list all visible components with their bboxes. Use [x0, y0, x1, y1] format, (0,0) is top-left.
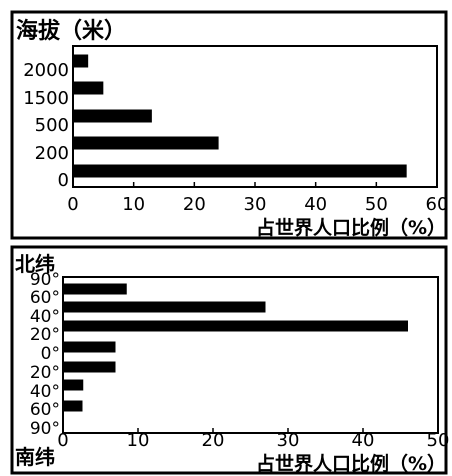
altitude-chart-title: 海拔（米）: [16, 18, 126, 44]
latitude-chart-title: 北纬: [15, 252, 55, 276]
altitude-chart-xlabel: 占世界人口比例（%）: [256, 216, 446, 239]
altitude-bar-500: [73, 109, 152, 123]
latitude-chart-xlabel: 占世界人口比例（%）: [256, 452, 446, 475]
altitude-y-tick-label: 500: [35, 115, 69, 136]
latitude-plot-area: [62, 276, 439, 434]
altitude-y-tick-label: 2000: [23, 60, 69, 81]
latitude-y-tick-label: 90°: [30, 270, 60, 290]
latitude-chart-bottom-label: 南纬: [15, 445, 55, 469]
latitude-y-tick-label: 90°: [30, 419, 60, 439]
latitude-y-tick-label: 40°: [30, 307, 60, 327]
top-panel-frame: [10, 10, 448, 240]
latitude-x-tick-label: 30: [277, 430, 300, 451]
altitude-y-tick-label: 200: [35, 143, 69, 164]
latitude-x-tick-label: 50: [427, 430, 450, 451]
altitude-x-tick-label: 10: [122, 194, 145, 215]
altitude-chart: 海拔（米） 0 200 500 1500 2000 0 10 20 30 40 50 60 占世界人…: [16, 18, 448, 239]
latitude-y-tick-label: 20°: [30, 325, 60, 345]
latitude-y-tick-label: 20°: [30, 363, 60, 383]
latitude-y-tick-label: 60°: [30, 400, 60, 420]
altitude-y-tick-label: 1500: [23, 88, 69, 109]
altitude-bar-200: [73, 136, 219, 150]
altitude-y-tick-label: 0: [58, 170, 69, 191]
latitude-x-tick-label: 40: [352, 430, 375, 451]
altitude-bar-1500: [73, 81, 104, 95]
altitude-x-tick-label: 40: [304, 194, 327, 215]
latitude-bar: [63, 283, 127, 295]
altitude-bar-0: [73, 164, 407, 178]
latitude-y-tick-label: 0°: [41, 344, 60, 364]
latitude-bar: [63, 361, 116, 373]
altitude-x-tick-label: 30: [244, 194, 267, 215]
latitude-chart: 北纬 90°60°40°20°0°20°40°60°90° 0 10 20 30 40 5…: [15, 252, 449, 475]
latitude-x-tick-label: 10: [127, 430, 150, 451]
latitude-bar: [63, 400, 83, 412]
bottom-panel-frame: [10, 245, 448, 475]
latitude-bar: [63, 301, 266, 313]
latitude-x-tick-label: 20: [202, 430, 225, 451]
altitude-bar-2000: [73, 54, 89, 68]
latitude-y-tick-label: 60°: [30, 288, 60, 308]
latitude-y-tick-label: 40°: [30, 382, 60, 402]
altitude-x-tick-label: 20: [183, 194, 206, 215]
latitude-bar: [63, 379, 84, 391]
altitude-x-tick-label: 0: [67, 194, 78, 215]
latitude-bar: [63, 320, 408, 332]
altitude-x-tick-label: 50: [365, 194, 388, 215]
latitude-bar: [63, 341, 116, 353]
latitude-x-tick-label: 0: [57, 430, 68, 451]
altitude-x-tick-label: 60: [426, 194, 449, 215]
